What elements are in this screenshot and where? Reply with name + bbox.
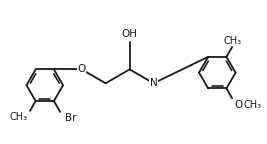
- Text: CH₃: CH₃: [223, 36, 241, 46]
- Text: O: O: [77, 64, 86, 74]
- Text: N: N: [150, 78, 158, 88]
- Text: Br: Br: [65, 113, 77, 123]
- Text: O: O: [235, 100, 243, 110]
- Text: CH₃: CH₃: [9, 112, 28, 122]
- Text: OH: OH: [121, 29, 138, 39]
- Text: CH₃: CH₃: [244, 100, 262, 110]
